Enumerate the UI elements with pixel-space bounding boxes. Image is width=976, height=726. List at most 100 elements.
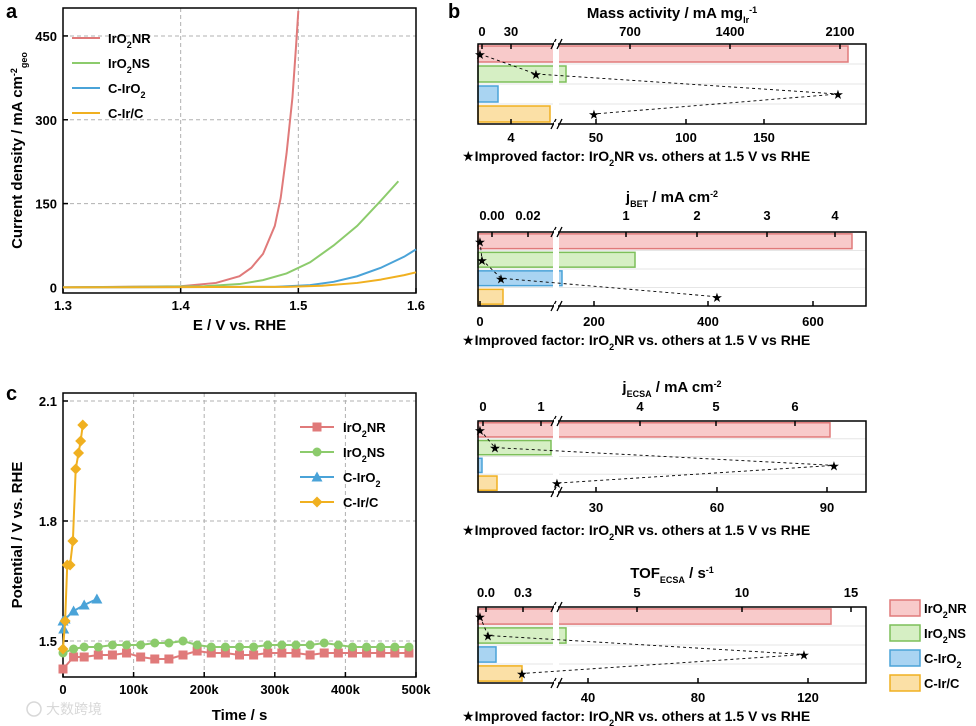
bottom-tick-label: 50 (589, 130, 603, 145)
data-point-IrO2NS (69, 644, 79, 654)
data-point-IrO2NS (390, 642, 400, 652)
improved-factor-star: ★ (516, 667, 528, 682)
legend-marker-C-IrO2 (311, 471, 323, 482)
y-tick-label: 2.1 (39, 394, 57, 409)
plot-frame-b2 (477, 231, 867, 307)
legend-label-IrO2NS: IrO2NS (343, 445, 385, 464)
improved-factor-star: ★ (474, 423, 486, 438)
data-point-IrO2NS (122, 640, 132, 650)
data-point-IrO2NS (192, 640, 202, 650)
plot-frame-b1 (477, 43, 867, 125)
bar-IrO2NR (477, 422, 831, 438)
axis-break-gap-top (554, 419, 558, 423)
data-point-IrO2NS (235, 642, 244, 652)
improved-factor-star: ★ (551, 476, 563, 491)
improved-factor-line (479, 429, 835, 484)
series-line-IrO2NR (62, 10, 300, 289)
data-point-IrO2NR (319, 648, 329, 658)
legend-marker-C-Ir/C (311, 496, 323, 508)
data-point-IrO2NS (305, 640, 315, 650)
data-point-C-Ir/C (70, 463, 82, 475)
bar-C-Ir/C (477, 105, 551, 123)
top-tick-label: 2100 (826, 24, 855, 39)
y-tick-label: 0 (50, 280, 57, 295)
axis-break-gap (553, 228, 559, 310)
data-point-IrO2NR (107, 650, 117, 660)
legend-label-C-Ir/C: C-Ir/C (924, 676, 960, 691)
bottom-tick-label: 100 (675, 130, 697, 145)
data-point-C-IrO2 (68, 605, 80, 616)
data-point-C-IrO2 (78, 599, 90, 610)
plot-frame-a (62, 7, 417, 294)
y-tick-label: 1.8 (39, 514, 57, 529)
axis-break-gap (553, 603, 559, 687)
y-tick-label: 450 (35, 29, 57, 44)
top-tick-label: 0.0 (477, 585, 495, 600)
top-tick-label: 0 (478, 24, 485, 39)
watermark-logo-icon (26, 701, 42, 717)
data-point-IrO2NR (347, 648, 357, 658)
x-tick-label: 400k (331, 682, 361, 697)
bottom-tick-label: 30 (589, 500, 603, 515)
legend-label-C-Ir/C: C-Ir/C (108, 106, 144, 121)
axis-break-gap-bottom (554, 490, 558, 494)
improved-factor-star: ★ (474, 610, 486, 625)
data-point-IrO2NS (107, 640, 117, 650)
data-point-IrO2NS (277, 640, 287, 650)
data-point-IrO2NS (79, 642, 89, 652)
legend-marker-IrO2NS (312, 447, 322, 457)
top-tick-label: 6 (791, 399, 798, 414)
legend-label-C-Ir/C: C-Ir/C (343, 495, 379, 510)
bar-C-IrO2 (477, 85, 499, 103)
top-tick-label: 2 (693, 208, 700, 223)
y-axis-label: Potential / V vs. RHE (9, 462, 26, 609)
improved-factor-star: ★ (530, 67, 542, 82)
y-tick-label: 300 (35, 113, 57, 128)
bottom-tick-label: 600 (802, 314, 824, 329)
bottom-tick-label: 200 (583, 314, 605, 329)
data-point-IrO2NR (390, 648, 400, 658)
legend-label-IrO2NS: IrO2NS (924, 626, 966, 645)
legend-swatch-IrO2NR (889, 599, 921, 617)
axis-break-gap (553, 417, 559, 496)
top-tick-label: 10 (735, 585, 749, 600)
legend-swatch-IrO2NS (889, 624, 921, 642)
x-tick-label: 1.6 (407, 298, 425, 313)
top-tick-label: 4 (831, 208, 839, 223)
data-point-IrO2NR (93, 650, 103, 660)
bottom-tick-label: 4 (507, 130, 515, 145)
y-tick-label: 1.5 (39, 634, 57, 649)
data-point-IrO2NS (93, 642, 103, 652)
x-tick-label: 100k (119, 682, 149, 697)
axis-break-gap-top (554, 230, 558, 234)
x-tick-label: 0 (59, 682, 66, 697)
legend-swatch-C-Ir/C (889, 674, 921, 692)
data-point-IrO2NR (305, 650, 315, 660)
top-tick-label: 0.3 (514, 585, 532, 600)
improved-factor-line (479, 53, 839, 115)
top-tick-label: 30 (504, 24, 518, 39)
legend-label-IrO2NR: IrO2NR (343, 420, 386, 439)
bar-IrO2NS (477, 65, 567, 83)
chart-b4: 0.0 0.3 5 10 15 40 80 120 TOFECSA / s-1 ★ ★ ★ ★ ★Impr… (462, 565, 867, 726)
data-point-IrO2NR (178, 650, 188, 660)
plot-frame-c (62, 392, 417, 678)
data-point-IrO2NS (404, 642, 414, 652)
data-point-IrO2NR (150, 654, 160, 664)
data-point-IrO2NS (291, 640, 301, 650)
improved-factor-note: ★Improved factor: IrO2NR vs. others at 1… (462, 148, 810, 168)
data-point-IrO2NS (333, 640, 343, 650)
data-point-IrO2NR (235, 650, 244, 660)
data-point-IrO2NS (362, 642, 372, 652)
x-tick-label: 500k (402, 682, 432, 697)
top-tick-label: 0.02 (515, 208, 540, 223)
watermark: 大数跨境 (26, 701, 102, 717)
y-axis-label: Current density / mA cm-2geo (9, 52, 29, 249)
bar-C-IrO2 (477, 646, 497, 663)
data-point-IrO2NS (220, 642, 230, 652)
top-axis-label: jECSA / mA cm-2 (621, 379, 721, 399)
improved-factor-star: ★ (711, 290, 723, 305)
bar-IrO2NR (477, 608, 832, 625)
improved-factor-star: ★ (832, 87, 844, 102)
